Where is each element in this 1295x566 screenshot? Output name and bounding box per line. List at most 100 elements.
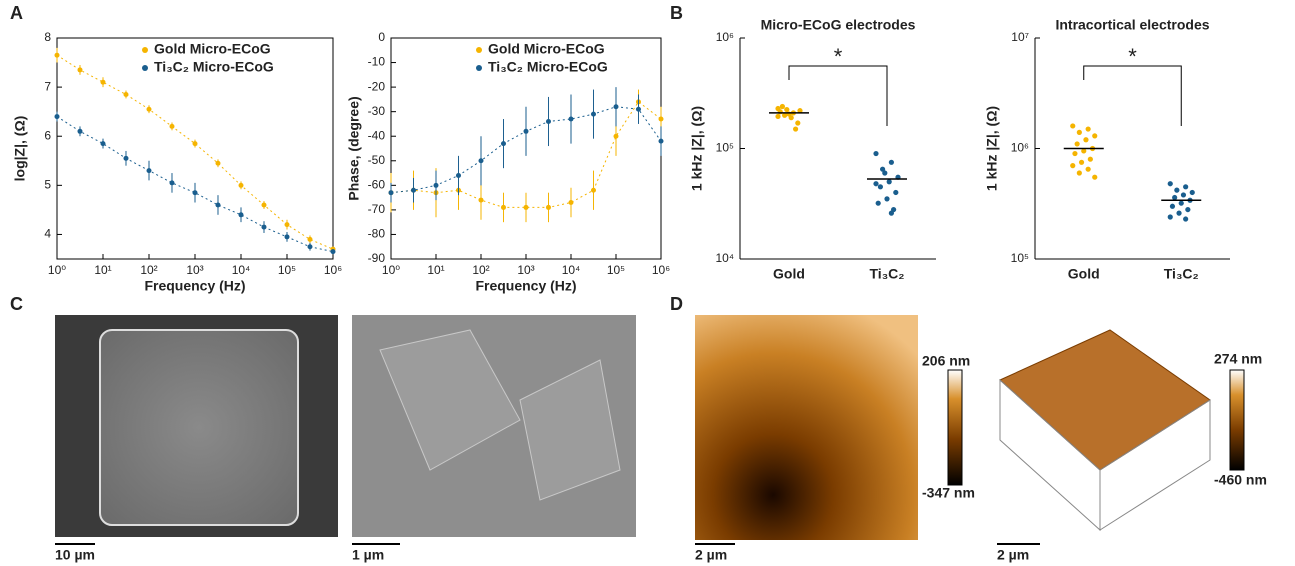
data-point (882, 170, 887, 175)
data-point (1088, 157, 1093, 162)
colorbar-min: -460 nm (1214, 472, 1267, 488)
data-point (389, 190, 394, 195)
data-point (411, 188, 416, 193)
data-point (889, 160, 894, 165)
data-point (1077, 130, 1082, 135)
x-tick-label: 10⁶ (324, 263, 342, 277)
data-point (795, 120, 800, 125)
data-point (147, 107, 152, 112)
data-point (780, 104, 785, 109)
colorbar-max: 274 nm (1214, 351, 1262, 367)
data-point (77, 129, 82, 134)
significance-bracket (789, 66, 887, 126)
data-point (569, 200, 574, 205)
data-point (55, 114, 60, 119)
data-point (1174, 188, 1179, 193)
y-tick-label: -40 (368, 128, 386, 142)
data-point (261, 225, 266, 230)
legend-marker (142, 47, 148, 53)
data-point (331, 249, 336, 254)
colorbar-min: -347 nm (922, 485, 975, 501)
y-tick-label: 5 (44, 178, 51, 192)
data-point (1183, 216, 1188, 221)
data-point (55, 53, 60, 58)
y-tick-label: 0 (378, 30, 385, 44)
data-point (101, 141, 106, 146)
data-point (1181, 192, 1186, 197)
y-tick-label: 7 (44, 79, 51, 93)
data-point (1086, 126, 1091, 131)
panel-label: C (10, 294, 23, 314)
significance-star: * (1128, 44, 1137, 69)
y-tick-label: -70 (368, 202, 386, 216)
data-point (1086, 167, 1091, 172)
data-point (884, 196, 889, 201)
data-point (659, 117, 664, 122)
data-point (546, 205, 551, 210)
legend-marker (476, 65, 482, 71)
data-point (591, 188, 596, 193)
x-tick-label: 10⁴ (232, 263, 251, 277)
x-tick-label: Gold (1068, 266, 1100, 282)
y-tick-label: -60 (368, 178, 386, 192)
x-axis-label: Frequency (Hz) (144, 278, 245, 294)
x-tick-label: 10³ (517, 263, 534, 277)
y-tick-label: -80 (368, 227, 386, 241)
data-point (307, 244, 312, 249)
y-tick-label: 10⁷ (1011, 30, 1029, 44)
afm-image (695, 315, 918, 540)
data-point (636, 107, 641, 112)
data-point (1079, 160, 1084, 165)
data-point (614, 104, 619, 109)
data-point (1168, 181, 1173, 186)
y-tick-label: 4 (44, 227, 51, 241)
legend-label: Gold Micro-ECoG (488, 41, 605, 57)
data-point (123, 92, 128, 97)
data-point (1190, 190, 1195, 195)
data-point (285, 222, 290, 227)
legend-label: Ti₃C₂ Micro-ECoG (154, 59, 274, 75)
x-tick-label: 10⁰ (48, 263, 66, 277)
data-point (878, 184, 883, 189)
panel-label: A (10, 3, 23, 23)
panel-label: D (670, 294, 683, 314)
electrode-pad (100, 330, 298, 525)
scale-bar-label: 1 µm (352, 547, 384, 563)
data-point (1170, 204, 1175, 209)
y-tick-label: -10 (368, 55, 386, 69)
y-tick-label: 10⁴ (715, 251, 734, 265)
x-tick-label: 10² (472, 263, 489, 277)
y-tick-label: -20 (368, 79, 386, 93)
data-point (1070, 163, 1075, 168)
data-point (215, 202, 220, 207)
legend-marker (476, 47, 482, 53)
x-tick-label: Gold (773, 266, 805, 282)
data-point (501, 205, 506, 210)
data-point (169, 124, 174, 129)
significance-bracket (1084, 66, 1182, 126)
scale-bar-label: 2 µm (695, 547, 727, 563)
data-point (193, 141, 198, 146)
colorbar (1230, 370, 1244, 470)
colorbar (948, 370, 962, 485)
data-point (1072, 151, 1077, 156)
data-point (524, 205, 529, 210)
y-tick-label: -30 (368, 104, 386, 118)
data-point (876, 201, 881, 206)
data-point (1183, 184, 1188, 189)
data-point (1092, 175, 1097, 180)
data-point (1075, 141, 1080, 146)
legend-label: Gold Micro-ECoG (154, 41, 271, 57)
x-tick-label: Ti₃C₂ (870, 266, 905, 282)
data-point (569, 117, 574, 122)
data-point (1092, 133, 1097, 138)
significance-star: * (834, 44, 843, 69)
legend-label: Ti₃C₂ Micro-ECoG (488, 59, 608, 75)
scale-bar-label: 10 µm (55, 547, 95, 563)
data-point (591, 112, 596, 117)
data-point (775, 114, 780, 119)
data-point (169, 180, 174, 185)
data-point (1176, 211, 1181, 216)
data-point (893, 190, 898, 195)
figure: A B C D 206 nm -347 nm 274 nm -460 nm 10… (0, 0, 1295, 566)
